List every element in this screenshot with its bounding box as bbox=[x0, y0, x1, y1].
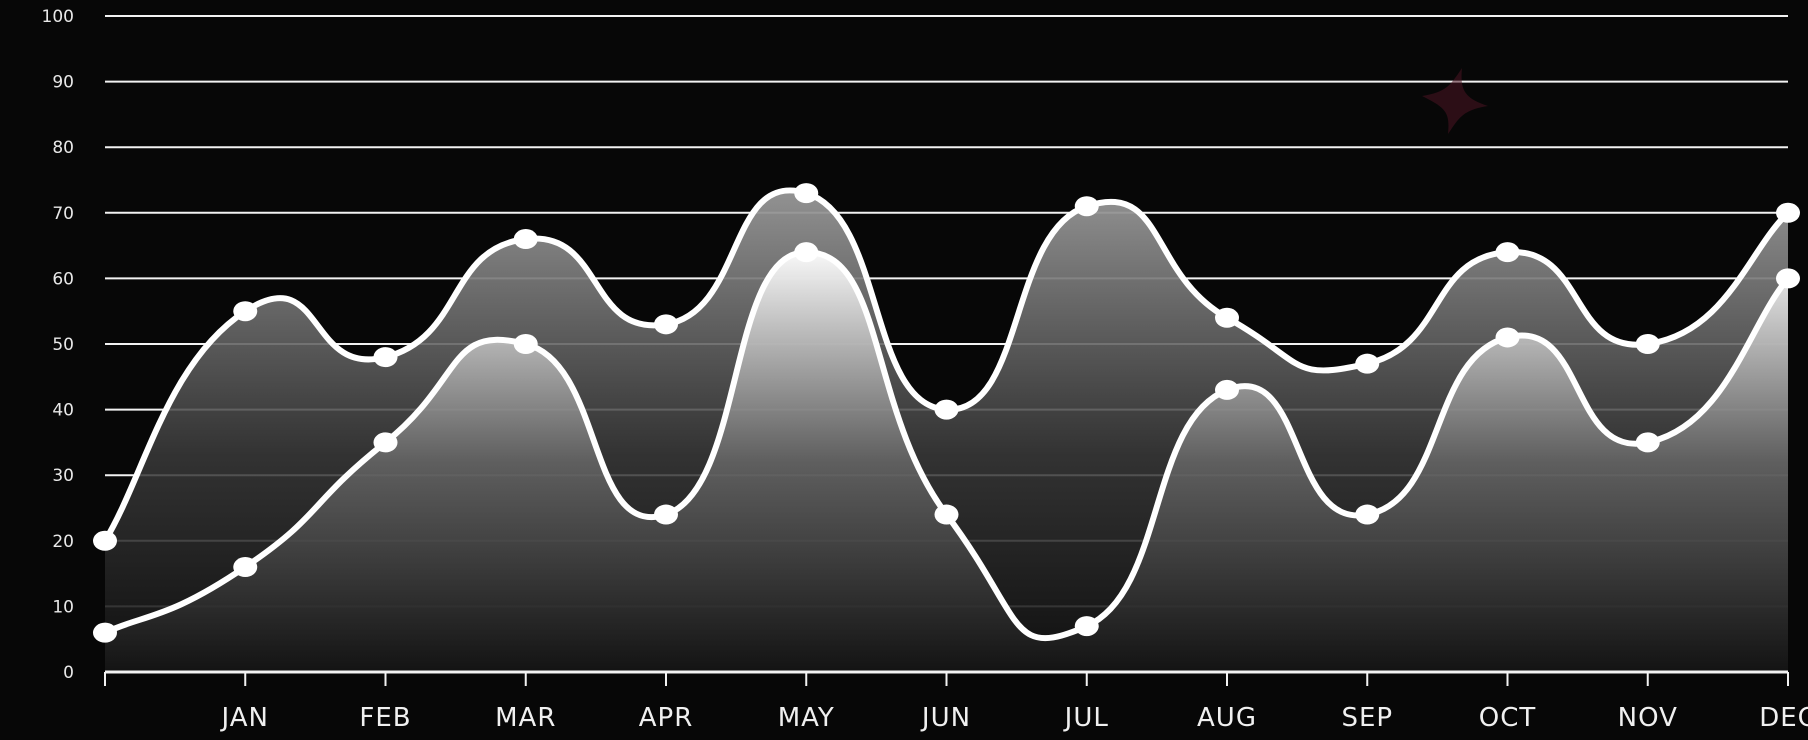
y-tick-label: 80 bbox=[52, 138, 74, 158]
series-2-point bbox=[373, 432, 398, 453]
y-tick-label: 20 bbox=[52, 532, 74, 552]
x-tick-label: FEB bbox=[359, 703, 411, 733]
series-2-point bbox=[654, 504, 678, 525]
series-1-point bbox=[934, 399, 959, 420]
y-tick-label: 30 bbox=[52, 466, 74, 486]
series-1-point bbox=[794, 183, 819, 204]
series-2-point bbox=[934, 504, 959, 525]
series-2-point bbox=[794, 242, 819, 263]
x-tick-label: NOV bbox=[1618, 703, 1678, 733]
x-axis-tick-labels: JAN FEB MAR APR MAY JUN JUL AUG SEP OCT NOV DEC bbox=[220, 703, 1808, 733]
x-tick-label: SEP bbox=[1341, 703, 1393, 733]
x-tick-label: MAR bbox=[495, 703, 556, 733]
y-axis-tick-labels: 0 10 20 30 40 50 60 70 80 90 100 bbox=[42, 7, 74, 683]
series-2-point bbox=[1776, 268, 1800, 289]
x-tick-label: DEC bbox=[1759, 703, 1808, 733]
series-2-point bbox=[93, 622, 117, 643]
series-1-point bbox=[1355, 353, 1380, 374]
y-tick-label: 0 bbox=[63, 663, 74, 683]
series-1-point bbox=[1215, 307, 1239, 328]
y-tick-label: 70 bbox=[52, 204, 74, 224]
series-1-point bbox=[233, 301, 258, 322]
x-tick-label: JAN bbox=[220, 703, 269, 733]
x-tick-label: JUL bbox=[1063, 703, 1109, 733]
series-2-point bbox=[1215, 379, 1239, 400]
series-2-point bbox=[513, 334, 538, 354]
x-tick-label: OCT bbox=[1479, 703, 1537, 733]
series-2-point bbox=[1495, 327, 1520, 348]
series-1-point bbox=[1074, 196, 1099, 217]
series-1-point bbox=[1495, 242, 1520, 263]
four-point-star-icon bbox=[1422, 68, 1488, 134]
series-2-point bbox=[233, 557, 258, 578]
data-point-markers bbox=[93, 183, 1800, 643]
series-1-point bbox=[1635, 334, 1660, 354]
y-tick-label: 10 bbox=[52, 597, 74, 617]
series-1-point bbox=[373, 347, 398, 368]
series-areas bbox=[105, 190, 1788, 673]
x-tick-label: MAY bbox=[778, 703, 835, 733]
series-1-point bbox=[93, 530, 117, 551]
series-2-point bbox=[1074, 616, 1099, 637]
x-tick-label: JUN bbox=[920, 703, 971, 733]
y-tick-label: 100 bbox=[42, 7, 74, 27]
series-1-point bbox=[654, 314, 678, 335]
x-tick-label: AUG bbox=[1197, 703, 1257, 733]
y-tick-label: 50 bbox=[52, 335, 74, 355]
series-2-point bbox=[1635, 432, 1660, 453]
series-1-point bbox=[1776, 202, 1800, 223]
y-tick-label: 40 bbox=[52, 401, 74, 421]
x-axis bbox=[104, 670, 1789, 686]
series-2-area bbox=[105, 252, 1788, 672]
y-tick-label: 60 bbox=[52, 269, 74, 289]
series-2-point bbox=[1355, 504, 1380, 525]
y-tick-label: 90 bbox=[52, 73, 74, 93]
series-1-point bbox=[513, 229, 538, 250]
x-tick-label: APR bbox=[639, 703, 694, 733]
